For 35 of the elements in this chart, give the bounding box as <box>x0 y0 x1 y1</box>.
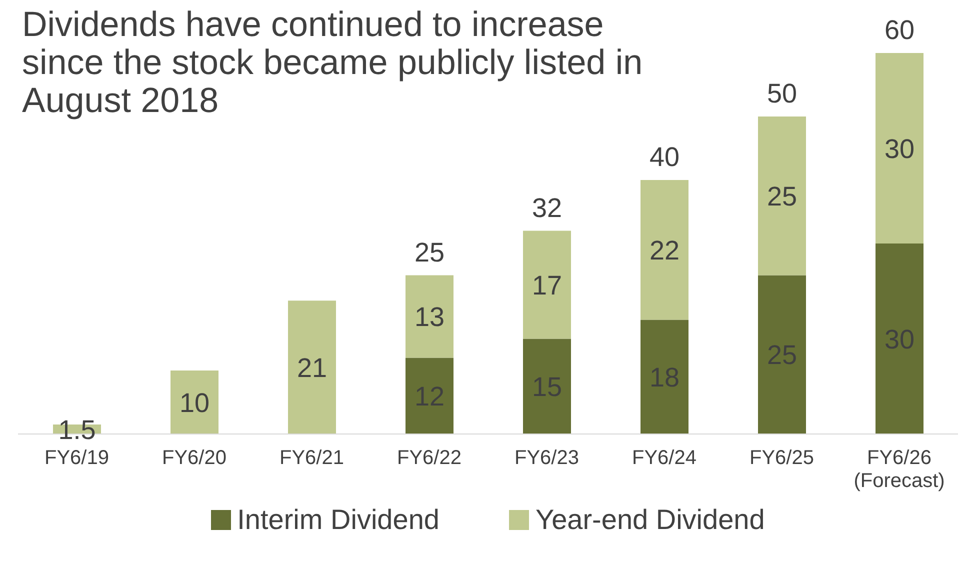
bar <box>288 300 336 434</box>
data-label: 30 <box>884 134 915 164</box>
x-tick-label: FY6/20 <box>162 447 226 469</box>
x-tick-label: FY6/25 <box>750 447 814 469</box>
data-label: 21 <box>296 352 328 383</box>
total-label: 50 <box>766 78 798 108</box>
x-tick-label: FY6/24 <box>632 447 696 469</box>
x-tick-label: FY6/22 <box>397 447 462 469</box>
bar <box>758 116 806 276</box>
x-tick-label: FY6/21 <box>280 447 344 469</box>
bar <box>523 230 571 339</box>
bar <box>406 358 454 434</box>
total-label: 40 <box>649 142 680 172</box>
data-label: 13 <box>414 302 445 332</box>
x-tick-label: FY6/19 <box>44 447 109 469</box>
data-label: 25 <box>766 181 798 212</box>
bar <box>640 320 688 434</box>
bar <box>640 180 688 320</box>
bar <box>876 53 924 244</box>
data-label: 22 <box>649 235 680 266</box>
x-tick-label: FY6/23 <box>514 447 579 469</box>
bar <box>406 275 454 358</box>
data-label: 17 <box>532 270 562 300</box>
chart-title: Dividends have continued to increase since the stock became publicly listed in August 2018 <box>22 5 644 120</box>
total-label: 32 <box>532 192 562 223</box>
legend-label: Year-end Dividend <box>535 504 765 536</box>
data-label: 10 <box>179 388 210 418</box>
x-tick-label: FY6/26 (Forecast) <box>854 447 945 492</box>
total-label: 60 <box>884 15 915 45</box>
legend-label: Interim Dividend <box>237 504 440 536</box>
bar <box>758 275 806 434</box>
bar <box>523 338 571 434</box>
bar <box>170 370 218 434</box>
total-label: 25 <box>414 237 445 268</box>
bar <box>876 244 924 434</box>
